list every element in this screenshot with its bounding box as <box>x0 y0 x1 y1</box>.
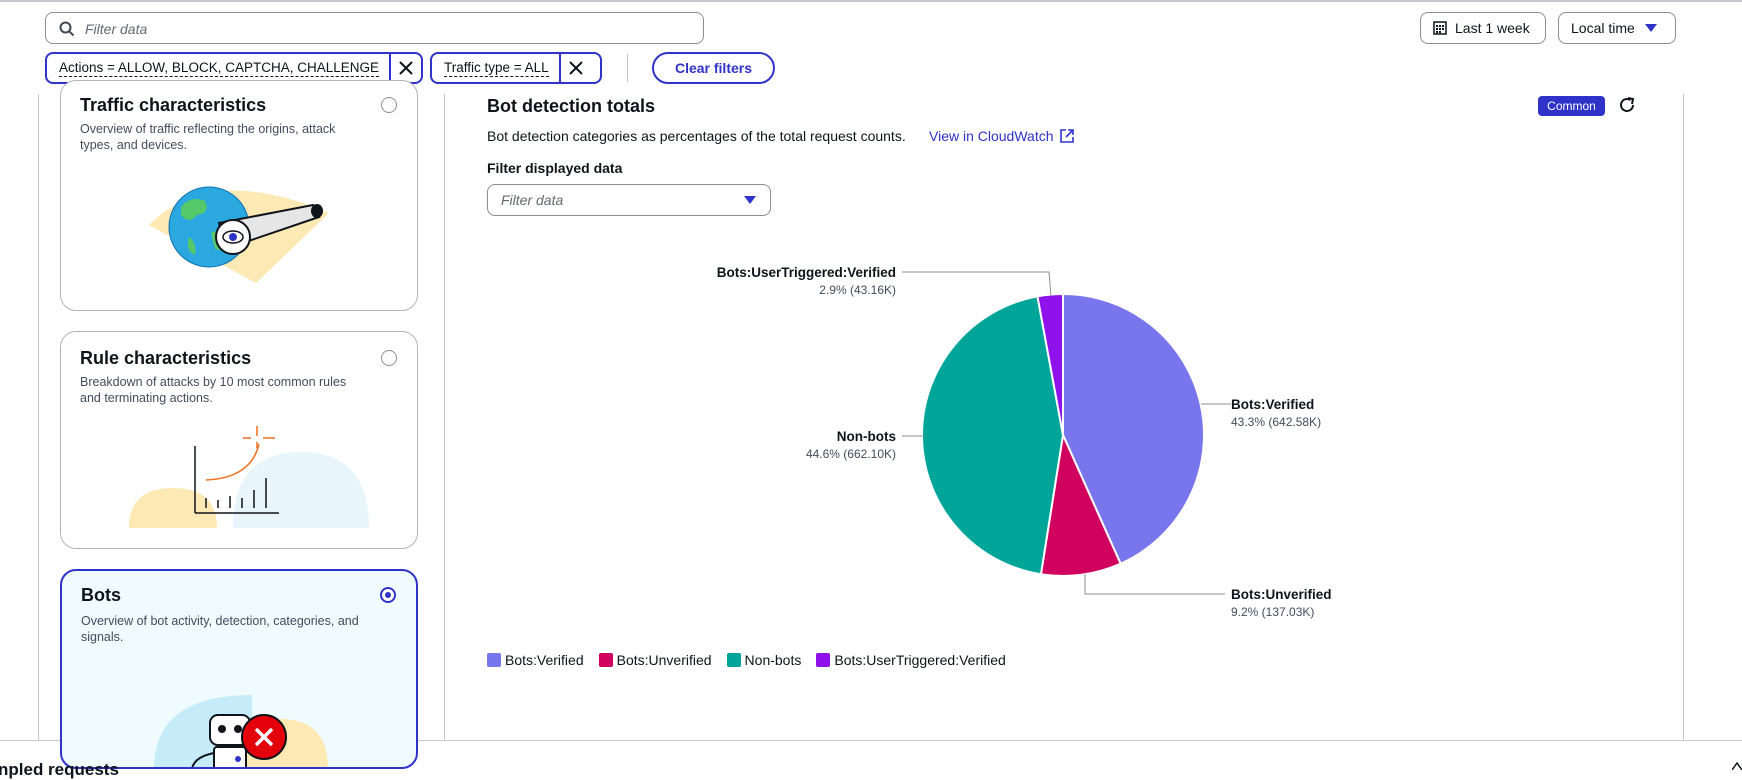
pie-label-leader <box>902 271 1052 297</box>
legend-swatch <box>816 653 831 667</box>
external-link-icon <box>1059 129 1074 143</box>
card-title: Bots <box>81 585 121 605</box>
close-icon <box>568 61 583 75</box>
pie-label-value: 43.3% (642.58K) <box>1231 415 1321 429</box>
card-radio-selected[interactable] <box>380 587 396 603</box>
card-title: Traffic characteristics <box>80 95 267 115</box>
filter-token-label: Traffic type = ALL <box>444 59 549 77</box>
card-bots[interactable]: Bots Overview of bot activity, detection… <box>60 569 418 769</box>
legend-swatch <box>487 653 501 667</box>
pie-label-name: Bots:UserTriggered:Verified <box>717 265 896 280</box>
legend-label: Bots:UserTriggered:Verified <box>834 652 1006 668</box>
card-traffic-characteristics[interactable]: Traffic characteristics Overview of traf… <box>60 80 418 311</box>
card-description: Overview of traffic reflecting the origi… <box>80 122 336 152</box>
toolbar-divider <box>627 54 628 82</box>
legend-label: Bots:Unverified <box>616 652 712 668</box>
pie-slice[interactable] <box>921 295 1065 576</box>
cloudwatch-link-label: View in CloudWatch <box>929 128 1054 144</box>
caret-up-icon[interactable] <box>1732 762 1742 770</box>
bar-chart-illustration <box>129 426 369 528</box>
legend-swatch <box>726 653 741 667</box>
filter-token-label: Actions = ALLOW, BLOCK, CAPTCHA, CHALLEN… <box>59 59 379 77</box>
top-border <box>0 0 1742 2</box>
search-input[interactable] <box>83 17 687 41</box>
robot-blocked-illustration <box>154 695 328 767</box>
telescope-globe-illustration <box>149 186 329 283</box>
pie-label-value: 9.2% (137.03K) <box>1231 605 1314 619</box>
time-zone-select[interactable]: Local time <box>1558 12 1676 44</box>
filter-select-placeholder: Filter data <box>501 192 564 208</box>
filter-token-traffic-type[interactable]: Traffic type = ALL <box>430 52 602 84</box>
cloudwatch-link[interactable]: View in CloudWatch <box>929 128 1074 144</box>
panel-border-right <box>1683 94 1684 740</box>
chart-legend: Bots:Verified Bots:Unverified Non-bots B… <box>487 652 1021 668</box>
caret-down-icon <box>1644 24 1657 32</box>
legend-item[interactable]: Bots:Verified <box>487 652 584 668</box>
time-zone-label: Local time <box>1571 20 1635 36</box>
legend-label: Bots:Verified <box>505 652 584 668</box>
panel-border-bottom <box>0 740 1742 741</box>
remove-filter-button[interactable] <box>389 54 421 82</box>
card-radio[interactable] <box>381 350 397 366</box>
column-divider <box>444 94 445 740</box>
legend-item[interactable]: Bots:UserTriggered:Verified <box>816 652 1006 668</box>
pie-label-name: Bots:Unverified <box>1231 587 1332 602</box>
card-title: Rule characteristics <box>80 348 252 368</box>
close-icon <box>399 61 413 75</box>
pie-label-leader <box>1084 574 1225 595</box>
panel-description: Bot detection categories as percentages … <box>487 128 906 144</box>
pie-slice[interactable] <box>1062 292 1205 566</box>
search-field[interactable] <box>45 12 704 44</box>
remove-filter-button[interactable] <box>558 54 591 82</box>
card-rule-characteristics[interactable]: Rule characteristics Breakdown of attack… <box>60 331 418 549</box>
card-description: Overview of bot activity, detection, cat… <box>81 614 359 644</box>
legend-swatch <box>598 653 613 667</box>
card-radio[interactable] <box>381 97 397 113</box>
pie-label-value: 44.6% (662.10K) <box>806 447 896 461</box>
legend-item[interactable]: Bots:Unverified <box>598 652 712 668</box>
pie-label-name: Non-bots <box>837 429 896 444</box>
pie-slice[interactable] <box>1036 292 1064 436</box>
time-range-button[interactable]: Last 1 week <box>1420 12 1546 44</box>
filter-displayed-data-select[interactable]: Filter data <box>487 184 771 216</box>
search-icon <box>59 21 75 37</box>
legend-label: Non-bots <box>744 652 802 668</box>
clear-filters-button[interactable]: Clear filters <box>652 52 775 84</box>
sampled-requests-heading: npled requests <box>0 760 119 779</box>
caret-down-icon <box>744 196 756 204</box>
refresh-icon[interactable] <box>1618 96 1636 114</box>
filter-displayed-data-label: Filter displayed data <box>487 160 623 176</box>
filter-token-actions[interactable]: Actions = ALLOW, BLOCK, CAPTCHA, CHALLEN… <box>45 52 423 84</box>
panel-border-left <box>38 94 39 740</box>
pie-slice[interactable] <box>1039 431 1122 577</box>
pie-label-value: 2.9% (43.16K) <box>819 283 896 297</box>
legend-item[interactable]: Non-bots <box>726 652 802 668</box>
panel-title: Bot detection totals <box>487 96 656 116</box>
pie-label-name: Bots:Verified <box>1231 397 1314 412</box>
calendar-icon <box>1433 21 1447 35</box>
time-range-label: Last 1 week <box>1455 20 1530 36</box>
card-description: Breakdown of attacks by 10 most common r… <box>80 375 347 405</box>
common-badge: Common <box>1538 96 1605 116</box>
